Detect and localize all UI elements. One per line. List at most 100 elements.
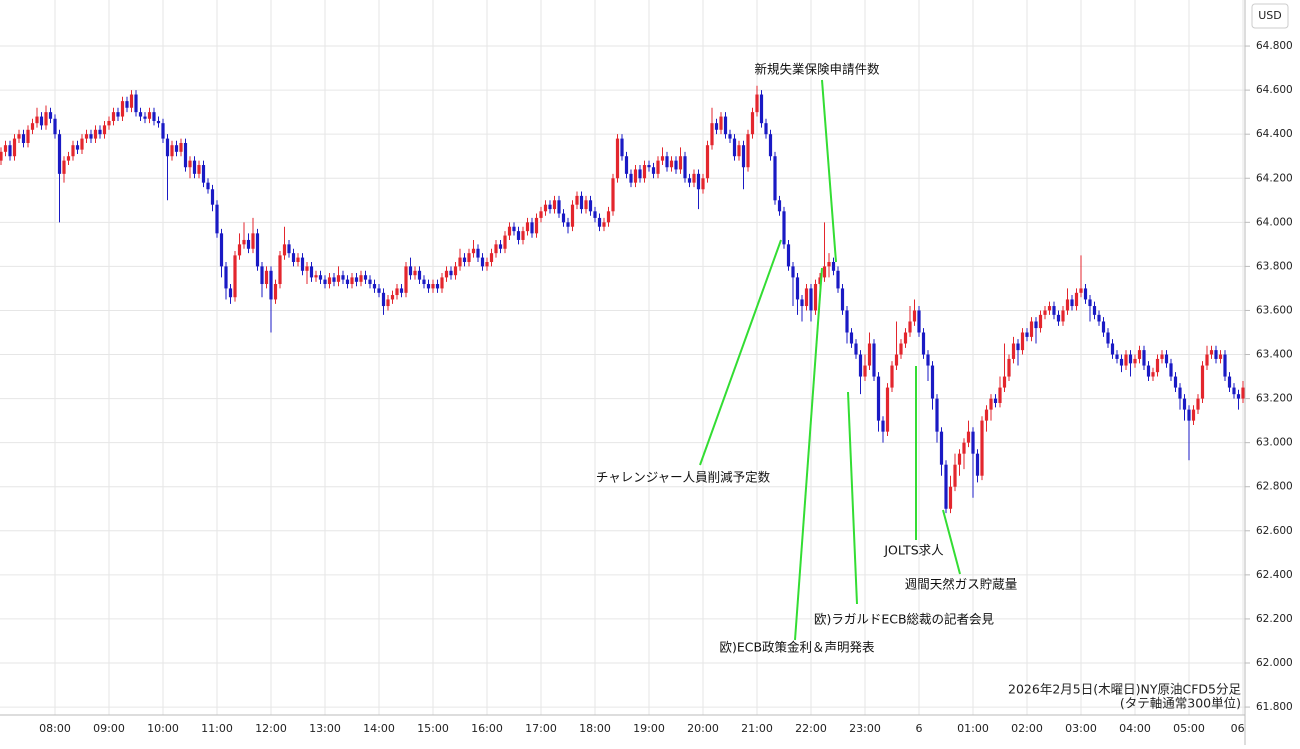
candle-body xyxy=(1223,354,1227,377)
y-tick-label: 62.400 xyxy=(1256,569,1293,581)
candle-body xyxy=(44,112,48,126)
candle-body xyxy=(1034,321,1038,329)
candle-body xyxy=(746,134,750,168)
candle-body xyxy=(75,145,80,150)
candle-body xyxy=(660,156,665,161)
candle-body xyxy=(1052,306,1056,315)
candle-body xyxy=(336,275,341,282)
candle-body xyxy=(462,257,467,262)
candle-body xyxy=(1011,343,1016,359)
candle-body xyxy=(1142,350,1146,366)
candle-body xyxy=(998,387,1002,403)
candle-body xyxy=(836,270,840,289)
y-tick-label: 64.800 xyxy=(1256,40,1293,52)
x-tick-label: 21:00 xyxy=(741,722,773,735)
candle-body xyxy=(264,270,269,285)
candle-body xyxy=(1074,292,1079,307)
candle-body xyxy=(1137,350,1142,359)
candle-body xyxy=(107,120,111,126)
candle-body xyxy=(251,233,255,249)
candle-body xyxy=(948,486,953,509)
candle-body xyxy=(417,270,422,280)
candle-body xyxy=(165,138,170,157)
annotation-line xyxy=(699,239,782,466)
candle-body xyxy=(971,431,975,454)
candle-body xyxy=(723,116,728,135)
candle-body xyxy=(687,178,692,183)
candle-body xyxy=(674,160,678,170)
candle-body xyxy=(899,343,903,355)
candle-body xyxy=(152,112,156,121)
candle-body xyxy=(413,270,417,276)
candle-body xyxy=(318,275,323,280)
candle-body xyxy=(1043,310,1047,315)
candle-body xyxy=(377,288,381,293)
candle-body xyxy=(1079,288,1083,293)
candle-body xyxy=(1007,358,1011,377)
annotation: 新規失業保険申請件数 xyxy=(754,62,880,77)
candle-body xyxy=(327,277,332,285)
candle-body xyxy=(683,156,687,179)
candle-body xyxy=(476,248,480,258)
candle-body xyxy=(615,138,620,179)
candle-body xyxy=(1178,387,1182,399)
candle-body xyxy=(656,160,660,174)
candle-body xyxy=(597,217,602,227)
candle-body xyxy=(332,277,336,282)
candle-body xyxy=(1088,299,1092,307)
candle-body xyxy=(390,295,395,300)
x-tick-label: 03:00 xyxy=(1065,722,1097,735)
candle-body xyxy=(138,112,143,117)
y-tick-label: 63.200 xyxy=(1256,393,1293,405)
candle-body xyxy=(170,145,174,157)
candle-body xyxy=(1205,354,1209,366)
candle-body xyxy=(1209,350,1214,355)
candle-body xyxy=(368,279,372,285)
candle-body xyxy=(620,138,624,157)
candle-body xyxy=(705,145,710,179)
x-tick-label: 01:00 xyxy=(957,722,989,735)
candle-body xyxy=(62,160,66,174)
candle-body xyxy=(260,266,264,285)
candle-body xyxy=(989,398,993,410)
candle-body xyxy=(858,354,863,377)
candle-body xyxy=(1110,343,1115,355)
candle-body xyxy=(399,288,404,293)
candle-body xyxy=(917,310,921,333)
candle-body xyxy=(525,222,530,232)
candle-body xyxy=(480,257,485,267)
candle-body xyxy=(188,160,192,168)
candle-body xyxy=(471,248,476,254)
candle-body xyxy=(642,165,647,179)
candle-body xyxy=(453,266,458,276)
annotation-line xyxy=(847,391,858,605)
y-tick-label: 64.600 xyxy=(1256,84,1293,96)
candle-body xyxy=(228,288,233,298)
candle-body xyxy=(1025,332,1029,337)
candle-body xyxy=(1065,299,1070,311)
candle-body xyxy=(309,266,314,278)
candle-body xyxy=(588,200,593,212)
candle-body xyxy=(1214,350,1218,359)
x-tick-label: 09:00 xyxy=(93,722,125,735)
chart-note: (タテ軸通常300単位) xyxy=(1120,696,1241,711)
candle-body xyxy=(219,233,224,267)
candle-body xyxy=(71,145,75,157)
candle-body xyxy=(755,94,759,113)
candle-body xyxy=(831,261,836,271)
candle-body xyxy=(966,431,971,443)
candle-body xyxy=(737,145,741,157)
candle-body xyxy=(273,284,278,300)
candle-body xyxy=(102,125,107,135)
candle-body xyxy=(890,365,894,388)
candle-body xyxy=(633,169,638,183)
candle-body xyxy=(1101,321,1106,333)
candle-body xyxy=(1182,398,1187,410)
candle-body xyxy=(282,244,287,256)
y-tick-label: 64.000 xyxy=(1256,216,1293,228)
candle-body xyxy=(0,151,3,161)
candle-body xyxy=(759,94,764,124)
candle-body xyxy=(957,453,962,465)
candle-body xyxy=(489,253,494,262)
